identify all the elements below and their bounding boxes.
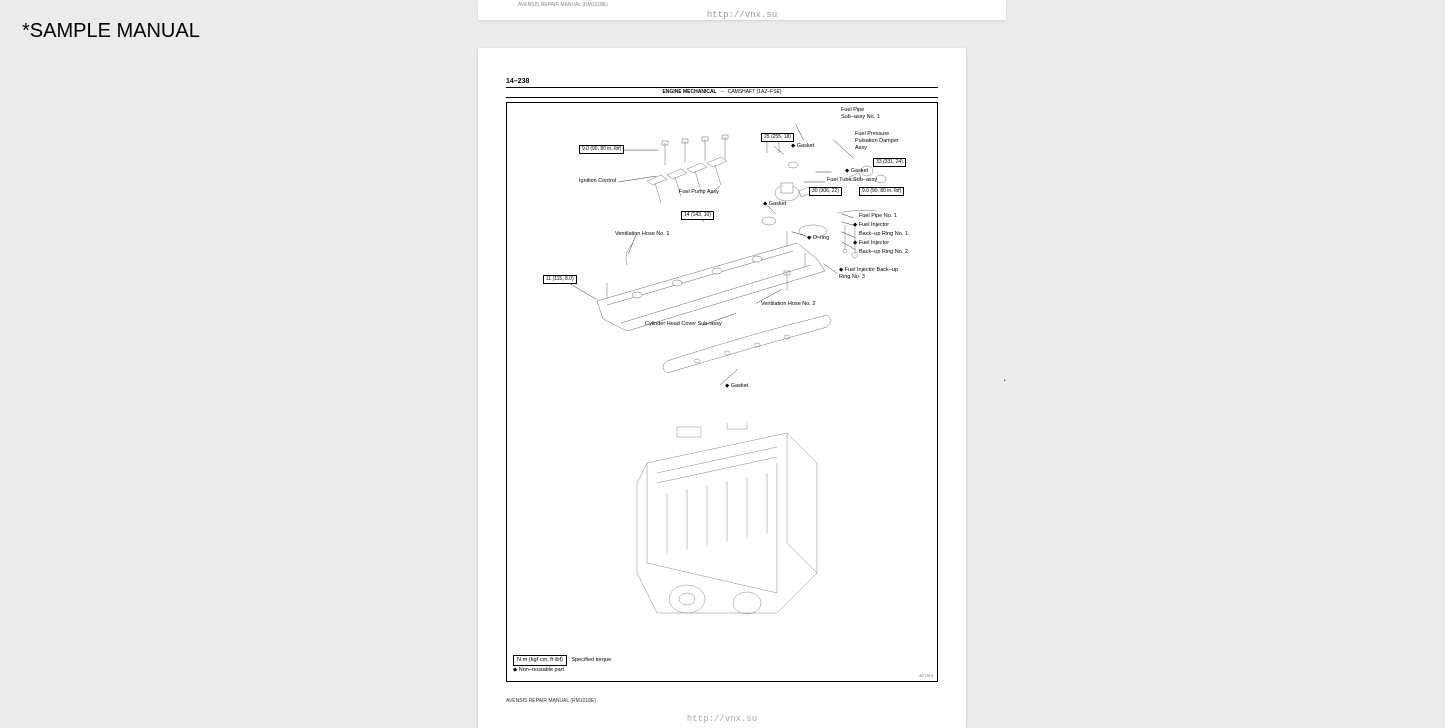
torque-9.0b: 9.0 (90, 80 in.·lbf) [859,187,904,196]
label-cyl-cover: Cylinder Head Cover Sub–assy [645,321,722,328]
label-fuel-tube: Fuel Tube Sub–assy [827,177,877,184]
header-section: ENGINE MECHANICAL [662,89,716,95]
torque-33: 33 (331, 24) [873,158,906,167]
page-footer: AVENSIS REPAIR MANUAL (RM1018E) [506,698,596,704]
page-header: ENGINE MECHANICAL – CAMSHAFT (1AZ–FSE) [506,89,938,95]
label-gasket-2: ◆ Gasket [845,168,868,175]
label-fuel-pipe-sub: Fuel Pipe Sub–assy No. 1 [841,107,880,121]
label-ignition: Ignition Control [579,178,616,185]
header-rule-bottom [506,97,938,98]
legend: N·m (kgf·cm, ft·lbf) : Specified torque … [513,655,611,675]
label-gasket-1: ◆ Gasket [791,143,814,150]
header-sub: CAMSHAFT (1AZ–FSE) [728,89,782,95]
label-vent1: Ventilation Hose No. 1 [615,231,669,238]
label-fuel-pump: Fuel Pump Assy [679,189,719,196]
label-gasket-3: ◆ Gasket [763,201,786,208]
torque-14: 14 (143, 10) [681,211,714,220]
label-backup1: Back–up Ring No. 1 [859,231,908,238]
prev-footer: AVENSIS REPAIR MANUAL (RM1018E) [518,2,608,8]
legend-nonreuse-row: ◆ Non–reusable part [513,666,611,675]
legend-torque-box: N·m (kgf·cm, ft·lbf) [513,655,567,666]
figure-id: A77374 [919,673,933,678]
watermark-prev: http://vnx.su [478,10,1006,20]
torque-30: 30 (306, 22) [809,187,842,196]
page-content: 14–238 ENGINE MECHANICAL – CAMSHAFT (1AZ… [506,78,938,718]
legend-torque-desc: : Specified torque [568,657,611,663]
label-gasket-4: ◆ Gasket [725,383,748,390]
torque-9.0: 9.0 (90, 80 in.·lbf) [579,145,624,154]
label-vent2: Ventilation Hose No. 2 [761,301,815,308]
sample-manual-label: *SAMPLE MANUAL [22,20,200,43]
header-rule-top [506,87,938,88]
label-fuel-pipe1: Fuel Pipe No. 1 [859,213,897,220]
label-backup2: Back–up Ring No. 2 [859,249,908,256]
exploded-diagram: 9.0 (90, 80 in.·lbf) 11 (115, 8.0) 25 (2… [506,102,938,682]
previous-page-strip: AVENSIS REPAIR MANUAL (RM1018E) http://v… [478,0,1006,20]
torque-11: 11 (115, 8.0) [543,275,577,284]
label-fuel-inj: ◆ Fuel Injector [853,222,889,229]
torque-25: 25 (255, 18) [761,133,794,142]
manual-page: 14–238 ENGINE MECHANICAL – CAMSHAFT (1AZ… [478,48,966,728]
label-backup3: ◆ Fuel Injector Back–up Ring No. 3 [839,267,898,281]
label-fuel-damper: Fuel Pressure Pulsation Damper Assy [855,131,899,152]
label-fuel-inj2: ◆ Fuel Injector [853,240,889,247]
stray-period: . [1003,370,1006,384]
label-oring: ◆ O–ring [807,235,829,242]
legend-torque-row: N·m (kgf·cm, ft·lbf) : Specified torque [513,655,611,666]
page-number: 14–238 [506,78,938,85]
